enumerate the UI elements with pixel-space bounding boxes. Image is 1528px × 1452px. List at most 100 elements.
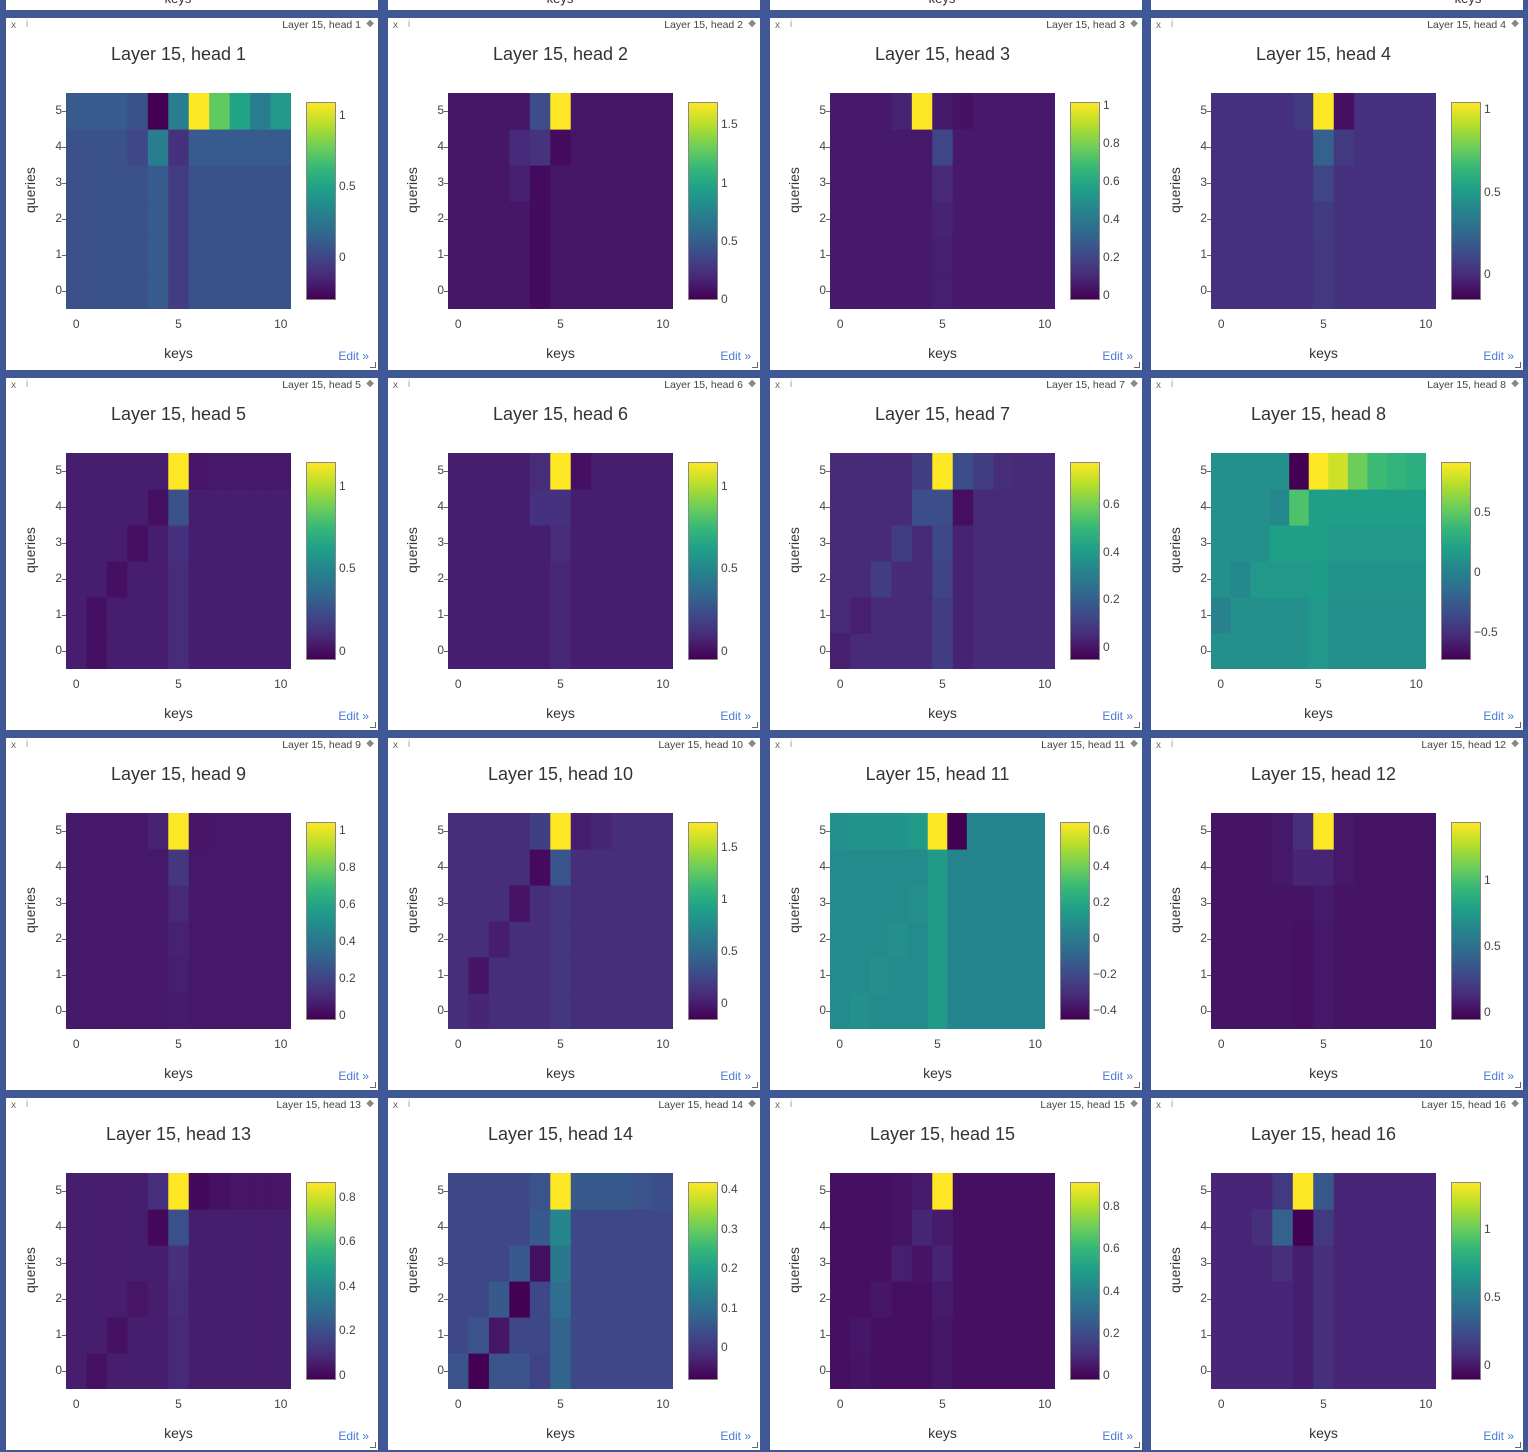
heatmap-cell[interactable] <box>509 561 531 598</box>
heatmap-cell[interactable] <box>1354 273 1376 309</box>
heatmap-cell[interactable] <box>1211 453 1232 490</box>
heatmap-cell[interactable] <box>1005 993 1027 1029</box>
heatmap-cell[interactable] <box>106 813 128 850</box>
heatmap-cell[interactable] <box>448 1317 470 1354</box>
heatmap-cell[interactable] <box>188 129 210 166</box>
heatmap-cell[interactable] <box>1395 93 1417 130</box>
heatmap-cell[interactable] <box>550 885 572 922</box>
resize-handle[interactable] <box>1515 1082 1521 1088</box>
heatmap-cell[interactable] <box>488 1209 510 1246</box>
heatmap-cell[interactable] <box>270 993 291 1029</box>
heatmap-cell[interactable] <box>1367 561 1388 598</box>
heatmap-cell[interactable] <box>570 1281 592 1318</box>
heatmap-cell[interactable] <box>1034 165 1055 202</box>
heatmap-cell[interactable] <box>932 237 954 274</box>
heatmap-cell[interactable] <box>270 201 291 238</box>
heatmap-cell[interactable] <box>908 849 929 886</box>
heatmap-cell[interactable] <box>509 813 531 850</box>
heatmap-cell[interactable] <box>1347 453 1368 490</box>
heatmap-cell[interactable] <box>830 489 852 526</box>
heatmap-cell[interactable] <box>188 1209 210 1246</box>
heatmap-cell[interactable] <box>830 561 852 598</box>
heatmap-cell[interactable] <box>570 813 592 850</box>
heatmap-cell[interactable] <box>188 1173 210 1210</box>
heatmap-cell[interactable] <box>850 1173 872 1210</box>
heatmap-cell[interactable] <box>270 921 291 958</box>
heatmap-cell[interactable] <box>1395 957 1417 994</box>
heatmap-cell[interactable] <box>509 1317 531 1354</box>
heatmap-cell[interactable] <box>973 525 995 562</box>
heatmap-cell[interactable] <box>468 1209 490 1246</box>
heatmap-cell[interactable] <box>550 633 572 669</box>
heatmap-cell[interactable] <box>1333 1173 1355 1210</box>
heatmap-cell[interactable] <box>652 489 673 526</box>
heatmap-cell[interactable] <box>448 1173 470 1210</box>
heatmap-cell[interactable] <box>1211 921 1233 958</box>
heatmap-cell[interactable] <box>911 561 933 598</box>
heatmap-cell[interactable] <box>911 93 933 130</box>
heatmap-cell[interactable] <box>570 1353 592 1389</box>
heatmap-cell[interactable] <box>1025 921 1045 958</box>
heatmap-cell[interactable] <box>850 237 872 274</box>
heatmap-cell[interactable] <box>1292 93 1314 130</box>
resize-handle[interactable] <box>1134 1442 1140 1448</box>
heatmap-cell[interactable] <box>850 273 872 309</box>
heatmap-cell[interactable] <box>1333 1209 1355 1246</box>
heatmap-cell[interactable] <box>550 525 572 562</box>
heatmap-cell[interactable] <box>509 957 531 994</box>
heatmap-cell[interactable] <box>448 633 470 669</box>
heatmap-cell[interactable] <box>849 957 870 994</box>
edit-link[interactable]: Edit » <box>720 1429 751 1443</box>
heatmap-cell[interactable] <box>468 93 490 130</box>
heatmap-cell[interactable] <box>1292 165 1314 202</box>
heatmap-cell[interactable] <box>652 849 673 886</box>
heatmap-cell[interactable] <box>632 489 654 526</box>
heatmap-cell[interactable] <box>209 453 231 490</box>
heatmap-cell[interactable] <box>229 993 251 1029</box>
heatmap-cell[interactable] <box>1415 1209 1436 1246</box>
heatmap-cell[interactable] <box>448 993 470 1029</box>
heatmap-cell[interactable] <box>570 561 592 598</box>
heatmap-cell[interactable] <box>1272 813 1294 850</box>
heatmap-cell[interactable] <box>1333 849 1355 886</box>
heatmap-cell[interactable] <box>168 201 190 238</box>
heatmap-cell[interactable] <box>1386 633 1408 669</box>
heatmap-cell[interactable] <box>1289 597 1310 634</box>
heatmap-cell[interactable] <box>147 1281 169 1318</box>
heatmap-cell[interactable] <box>229 453 251 490</box>
heatmap-cell[interactable] <box>509 237 531 274</box>
heatmap-cell[interactable] <box>147 597 169 634</box>
heatmap-cell[interactable] <box>106 921 128 958</box>
heatmap-cell[interactable] <box>66 561 88 598</box>
heatmap-cell[interactable] <box>632 237 654 274</box>
heatmap-cell[interactable] <box>570 849 592 886</box>
heatmap-cell[interactable] <box>1034 633 1055 669</box>
heatmap-cell[interactable] <box>127 93 149 130</box>
heatmap-cell[interactable] <box>1406 597 1426 634</box>
heatmap-cell[interactable] <box>1328 489 1349 526</box>
heatmap-cell[interactable] <box>1251 273 1273 309</box>
heatmap-cell[interactable] <box>448 1245 470 1282</box>
heatmap-cell[interactable] <box>869 813 890 850</box>
heatmap-cell[interactable] <box>250 1317 272 1354</box>
heatmap-cell[interactable] <box>993 129 1015 166</box>
heatmap-cell[interactable] <box>1034 273 1055 309</box>
tag-icon[interactable]: ◆ <box>748 378 756 389</box>
heatmap-cell[interactable] <box>1415 1317 1436 1354</box>
heatmap-cell[interactable] <box>147 237 169 274</box>
heatmap-cell[interactable] <box>1014 561 1036 598</box>
heatmap-cell[interactable] <box>86 165 108 202</box>
heatmap-cell[interactable] <box>127 1209 149 1246</box>
heatmap-cell[interactable] <box>1308 525 1329 562</box>
heatmap-cell[interactable] <box>850 1317 872 1354</box>
heatmap-cell[interactable] <box>611 489 633 526</box>
heatmap-cell[interactable] <box>509 489 531 526</box>
heatmap-cell[interactable] <box>591 1245 613 1282</box>
heatmap-cell[interactable] <box>1211 1173 1233 1210</box>
heatmap-cell[interactable] <box>1313 849 1335 886</box>
heatmap-cell[interactable] <box>973 273 995 309</box>
heatmap-cell[interactable] <box>570 957 592 994</box>
heatmap-cell[interactable] <box>632 525 654 562</box>
heatmap-cell[interactable] <box>147 1173 169 1210</box>
heatmap-cell[interactable] <box>1395 849 1417 886</box>
